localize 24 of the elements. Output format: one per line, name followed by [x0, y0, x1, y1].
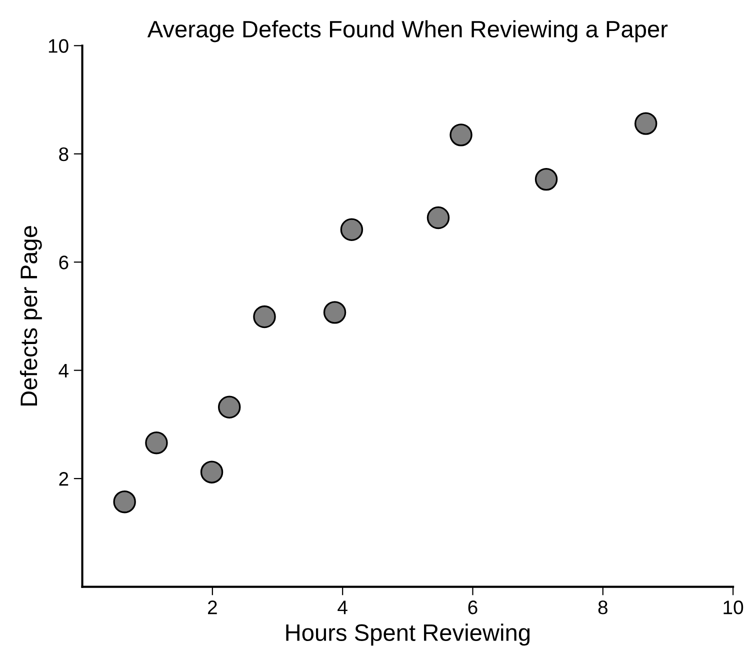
x-tick-label: 2	[208, 600, 217, 614]
y-tick-label: 8	[59, 147, 68, 162]
point	[200, 460, 224, 484]
point	[323, 301, 346, 324]
point	[218, 396, 241, 418]
x-tick-label: 10	[724, 600, 744, 614]
y-tick-label: 10	[48, 39, 68, 53]
point	[253, 305, 276, 328]
chart-title: Average Defects Found When Reviewing a Paper	[147, 20, 668, 42]
point	[145, 431, 168, 454]
point	[426, 206, 450, 230]
x-tick-label: 6	[468, 600, 478, 614]
point	[340, 218, 364, 241]
x-tick-label: 4	[338, 600, 348, 614]
y-tick-label: 6	[59, 256, 68, 270]
point	[634, 112, 658, 135]
point	[450, 124, 472, 146]
x-axis-title: Hours Spent Reviewing	[286, 624, 530, 646]
point	[534, 168, 558, 191]
x-tick-label: 8	[598, 600, 608, 614]
point	[113, 490, 136, 514]
y-tick-label: 4	[58, 364, 69, 378]
y-axis-title: Defects per Page	[20, 226, 42, 406]
y-tick-label: 2	[59, 472, 68, 486]
